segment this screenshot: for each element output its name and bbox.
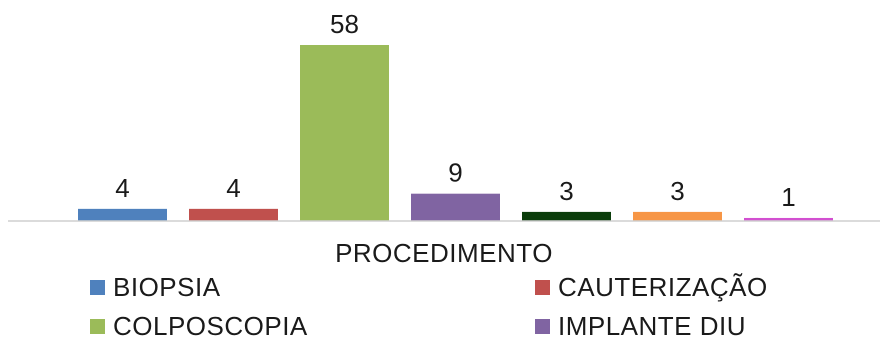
value-labels-group: 4 4 58 9 3 3 1 [115, 9, 795, 212]
legend-swatch [535, 280, 550, 295]
legend-item-biopsia: BIOPSIA [90, 272, 221, 303]
legend-swatch [90, 280, 105, 295]
value-label-3: 9 [448, 158, 462, 188]
legend-item-cauterizacao: CAUTERIZAÇÃO [535, 272, 768, 303]
value-label-0: 4 [115, 173, 129, 203]
legend-label: COLPOSCOPIA [113, 311, 308, 341]
legend-label: CAUTERIZAÇÃO [558, 272, 768, 302]
bar-5 [633, 211, 722, 221]
value-label-6: 1 [781, 182, 795, 212]
x-axis-title: PROCEDIMENTO [335, 238, 553, 268]
value-label-1: 4 [226, 173, 240, 203]
bar-3 [411, 193, 500, 221]
legend-label: IMPLANTE DIU [558, 311, 747, 341]
bar-4 [522, 211, 611, 221]
bar-1 [189, 208, 278, 221]
legend-item-implante-diu: IMPLANTE DIU [535, 311, 746, 342]
legend-swatch [535, 319, 550, 334]
legend-label: BIOPSIA [113, 272, 221, 302]
bar-2 [300, 45, 389, 221]
legend-swatch [90, 319, 105, 334]
bar-0 [78, 208, 167, 221]
value-label-5: 3 [670, 176, 684, 206]
value-label-2: 58 [330, 9, 359, 39]
bar-6 [744, 217, 833, 221]
bars-group [78, 45, 833, 221]
value-label-4: 3 [559, 176, 573, 206]
legend-item-colposcopia: COLPOSCOPIA [90, 311, 308, 342]
